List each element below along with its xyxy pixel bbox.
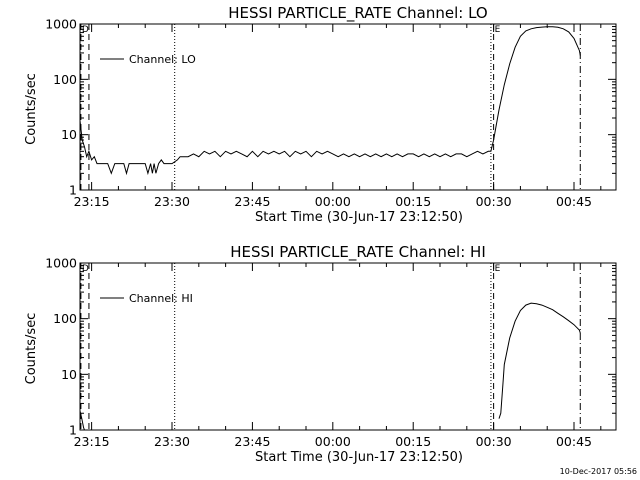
x-tick-label: 23:45 [234, 434, 270, 449]
time-marker-label: E [495, 25, 501, 35]
y-tick-label: 1000 [45, 256, 77, 271]
series-line [79, 410, 85, 431]
series-line [79, 26, 581, 176]
time-marker-label: E [495, 264, 501, 274]
x-tick-label: 00:45 [556, 434, 592, 449]
y-tick-label: 10 [61, 127, 77, 142]
footer-timestamp: 10-Dec-2017 05:56 [560, 467, 637, 476]
x-tick-label: 23:30 [154, 434, 190, 449]
time-marker-label: D [82, 25, 89, 35]
chart-panel-hi: HESSI PARTICLE_RATE Channel: HI 1 10 100 100… [24, 243, 617, 465]
x-tick-label: 23:15 [74, 434, 110, 449]
y-tick-label: 100 [53, 311, 77, 326]
plot-frame [79, 262, 617, 431]
legend-label: Channel: HI [129, 292, 193, 305]
series-line [498, 302, 581, 419]
y-tick-label: 1000 [45, 17, 77, 32]
x-tick-label: 00:15 [395, 434, 431, 449]
x-tick-label: 00:00 [315, 434, 351, 449]
chart-title: HESSI PARTICLE_RATE Channel: LO [228, 4, 487, 23]
y-axis-label: Counts/sec [24, 73, 39, 145]
plot-frame [79, 23, 617, 191]
y-tick-label: 1 [69, 183, 77, 198]
y-tick-label: 1 [69, 423, 77, 438]
legend-label: Channel: LO [129, 53, 196, 66]
chart-title: HESSI PARTICLE_RATE Channel: HI [230, 243, 486, 262]
x-tick-label: 00:45 [556, 194, 592, 209]
x-axis-label: Start Time (30-Jun-17 23:12:50) [255, 450, 463, 465]
x-tick-label: 23:15 [74, 194, 110, 209]
chart-panel-lo: HESSI PARTICLE_RATE Channel: LO 1 10 100 100… [24, 4, 617, 225]
y-tick-label: 100 [53, 72, 77, 87]
time-marker-label: D [82, 264, 89, 274]
y-axis-label: Counts/sec [24, 313, 39, 385]
x-axis-label: Start Time (30-Jun-17 23:12:50) [255, 210, 463, 225]
x-tick-label: 23:45 [234, 194, 270, 209]
x-tick-label: 00:15 [395, 194, 431, 209]
y-tick-label: 10 [61, 367, 77, 382]
x-tick-label: 00:00 [315, 194, 351, 209]
x-tick-label: 00:30 [476, 434, 512, 449]
x-tick-label: 00:30 [476, 194, 512, 209]
x-tick-label: 23:30 [154, 194, 190, 209]
